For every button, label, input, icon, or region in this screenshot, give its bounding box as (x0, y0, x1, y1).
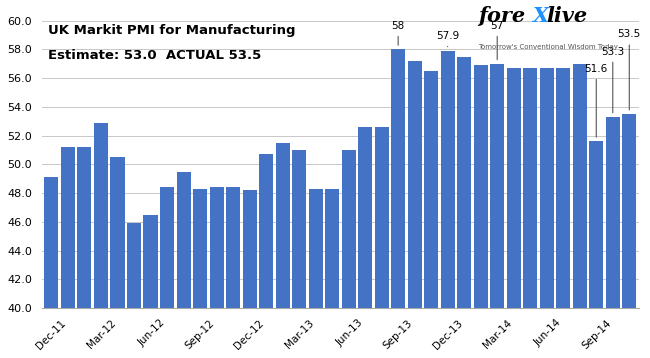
Bar (490, 64, 504, 358)
Bar (242, 190, 257, 358)
Bar (358, 127, 372, 358)
Text: fore: fore (478, 6, 525, 26)
Bar (457, 57, 471, 358)
Bar (540, 68, 554, 358)
Text: 57.9: 57.9 (436, 31, 460, 47)
Bar (61, 147, 75, 358)
Text: UK Markit PMI for Manufacturing: UK Markit PMI for Manufacturing (47, 24, 295, 37)
Bar (573, 64, 587, 358)
Bar (111, 157, 125, 358)
Bar (507, 68, 521, 358)
Bar (523, 68, 538, 358)
Bar (556, 68, 570, 358)
Bar (144, 215, 157, 358)
Bar (391, 49, 405, 358)
Bar (226, 187, 240, 358)
Bar (77, 147, 92, 358)
Bar (309, 189, 322, 358)
Bar (590, 141, 603, 358)
Bar (622, 114, 636, 358)
Bar (474, 65, 488, 358)
Bar (177, 171, 190, 358)
Text: 58: 58 (391, 21, 405, 45)
Text: 57: 57 (491, 21, 504, 60)
Text: Tomorrow's Conventional Wisdom Today: Tomorrow's Conventional Wisdom Today (478, 44, 618, 50)
Bar (325, 189, 339, 358)
Text: 53.3: 53.3 (601, 47, 625, 113)
Text: 51.6: 51.6 (584, 64, 608, 137)
Bar (127, 223, 141, 358)
Bar (606, 117, 620, 358)
Text: X: X (532, 6, 548, 26)
Bar (94, 123, 108, 358)
Bar (441, 51, 455, 358)
Bar (276, 143, 290, 358)
Text: 53.5: 53.5 (618, 29, 641, 110)
Bar (193, 189, 207, 358)
Bar (408, 61, 422, 358)
Bar (342, 150, 356, 358)
Bar (292, 150, 306, 358)
Bar (160, 187, 174, 358)
Text: live: live (547, 6, 588, 26)
Bar (424, 71, 438, 358)
Text: Estimate: 53.0  ACTUAL 53.5: Estimate: 53.0 ACTUAL 53.5 (47, 49, 261, 62)
Bar (44, 177, 58, 358)
Bar (374, 127, 389, 358)
Bar (259, 154, 273, 358)
Bar (209, 187, 224, 358)
